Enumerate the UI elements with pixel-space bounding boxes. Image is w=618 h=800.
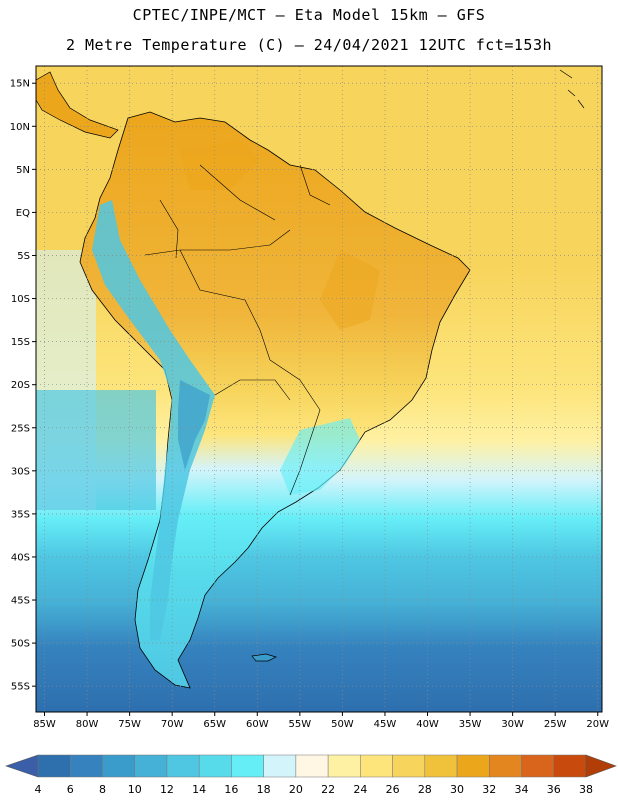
- colorbar-label: 26: [386, 783, 400, 796]
- colorbar-swatch: [198, 754, 232, 778]
- lat-label: 10N: [10, 122, 30, 133]
- lat-label: 15N: [10, 79, 30, 90]
- lat-label: EQ: [16, 208, 30, 219]
- latitude-labels: 15N 10N 5N EQ 5S 10S 15S 20S 25S 30S 35S 40S 45S 50S 5…: [10, 79, 36, 693]
- colorbar-swatch: [392, 754, 426, 778]
- lon-label: 50W: [331, 719, 354, 730]
- lon-label: 25W: [544, 719, 567, 730]
- colorbar-label: 10: [128, 783, 142, 796]
- colorbar-swatch: [456, 754, 490, 778]
- colorbar-label: 6: [67, 783, 74, 796]
- colorbar-right-arrow: [585, 754, 617, 778]
- lat-label: 5N: [16, 165, 30, 176]
- lat-label: 35S: [11, 509, 30, 520]
- colorbar-swatch: [102, 754, 135, 778]
- colorbar-label: 28: [418, 783, 432, 796]
- longitude-labels: 85W 80W 75W 70W 65W 60W 55W 50W 45W 40W 35W 30W 25W 2…: [33, 712, 609, 730]
- colorbar-swatch: [360, 754, 393, 778]
- lon-label: 55W: [289, 719, 312, 730]
- map-subtitle: 2 Metre Temperature (C) – 24/04/2021 12U…: [65, 36, 553, 54]
- lon-label: 35W: [459, 719, 482, 730]
- lon-label: 85W: [33, 719, 56, 730]
- lat-label: 5S: [17, 251, 30, 262]
- lon-label: 30W: [501, 719, 524, 730]
- colorbar-swatch: [424, 754, 458, 778]
- lon-label: 20W: [586, 719, 609, 730]
- lat-label: 30S: [11, 466, 30, 477]
- lat-label: 15S: [11, 337, 30, 348]
- colorbar-swatch: [37, 754, 71, 778]
- lon-label: 80W: [76, 719, 99, 730]
- lat-label: 10S: [11, 294, 30, 305]
- colorbar-swatch: [489, 754, 522, 778]
- colorbar-label: 24: [353, 783, 367, 796]
- colorbar: 4 6 8 10 12 14 16 18 20 22 24 26 28 30 32 34 36 38: [5, 754, 617, 796]
- colorbar-swatch: [166, 754, 200, 778]
- lon-label: 60W: [246, 719, 269, 730]
- lon-label: 70W: [161, 719, 184, 730]
- colorbar-swatch: [231, 754, 264, 778]
- map-title: CPTEC/INPE/MCT – Eta Model 15km – GFS: [132, 6, 486, 24]
- colorbar-swatch: [553, 754, 587, 778]
- lon-label: 65W: [203, 719, 226, 730]
- colorbar-label: 14: [192, 783, 206, 796]
- lat-label: 50S: [11, 639, 30, 650]
- south-america-landmass: [79, 111, 471, 689]
- colorbar-swatch: [521, 754, 555, 778]
- country-borders: [144, 164, 331, 496]
- colorbar-label: 34: [515, 783, 529, 796]
- colorbar-label: 38: [579, 783, 593, 796]
- colorbar-label: 30: [450, 783, 464, 796]
- lat-label: 40S: [11, 552, 30, 563]
- lat-label: 55S: [11, 682, 30, 693]
- lat-label: 45S: [11, 596, 30, 607]
- map-area: [36, 66, 602, 712]
- colorbar-label: 18: [257, 783, 271, 796]
- colorbar-label: 4: [35, 783, 42, 796]
- lat-label: 20S: [11, 380, 30, 391]
- colorbar-swatch: [134, 754, 168, 778]
- lon-label: 75W: [118, 719, 141, 730]
- colorbar-label: 36: [547, 783, 561, 796]
- colorbar-swatch: [327, 754, 361, 778]
- colorbar-label: 22: [321, 783, 335, 796]
- lon-label: 45W: [374, 719, 397, 730]
- colorbar-left-arrow: [5, 754, 39, 778]
- lon-label: 40W: [416, 719, 439, 730]
- colorbar-swatch: [263, 754, 297, 778]
- colorbar-swatch: [295, 754, 329, 778]
- colorbar-swatch: [69, 754, 103, 778]
- colorbar-label: 32: [482, 783, 496, 796]
- colorbar-label: 8: [99, 783, 106, 796]
- colorbar-label: 16: [224, 783, 238, 796]
- map-frame: [35, 65, 603, 713]
- lat-label: 25S: [11, 423, 30, 434]
- colorbar-label: 12: [160, 783, 174, 796]
- colorbar-label: 20: [289, 783, 303, 796]
